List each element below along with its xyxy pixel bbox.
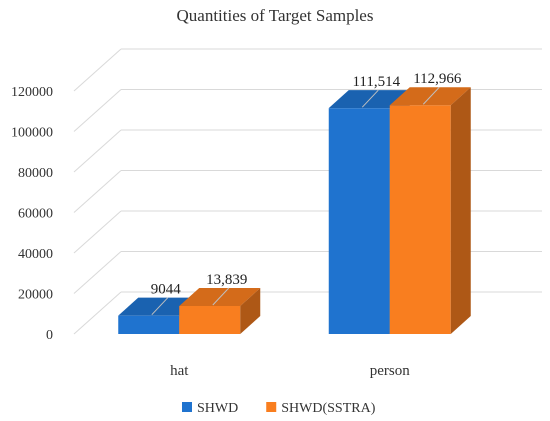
gridline-diagonal	[73, 89, 122, 132]
data-label-leader	[151, 297, 169, 316]
bar-front-face	[179, 305, 241, 334]
bar-front-face	[328, 108, 390, 335]
legend-item: SHWD	[182, 401, 238, 416]
bar-side-face	[240, 287, 261, 334]
legend-label: SHWD	[197, 401, 238, 416]
y-tick-label: 120000	[11, 85, 53, 100]
y-tick-label: 40000	[18, 247, 53, 262]
data-label: 13,839	[206, 272, 247, 288]
data-label: 111,514	[352, 74, 400, 90]
data-label-leader	[422, 86, 440, 105]
data-labels: 9044 13,839 111,514 112,966	[151, 71, 462, 316]
y-tick-label: 0	[46, 328, 53, 343]
gridline-diagonal	[73, 291, 122, 335]
legend-label: SHWD(SSTRA)	[281, 401, 375, 416]
bars	[118, 87, 471, 335]
gridline-diagonal	[73, 48, 122, 92]
gridline-diagonal	[73, 129, 122, 173]
y-axis-ticks: 0 20000 40000 60000 80000 100000 120000	[11, 85, 53, 343]
y-tick-label: 60000	[18, 207, 53, 222]
gridlines	[73, 48, 542, 335]
bar-front-face	[118, 315, 180, 334]
gridline-diagonal	[73, 170, 122, 213]
legend-swatch	[266, 402, 277, 412]
bar-hat-SHWD(SSTRA)	[179, 287, 261, 334]
bar-side-face	[450, 87, 471, 334]
x-tick-label: person	[370, 363, 410, 379]
legend-swatch	[182, 402, 192, 412]
bar-person-SHWD(SSTRA)	[389, 87, 471, 334]
x-axis-categories: hat person	[170, 363, 410, 379]
bar-front-face	[389, 105, 451, 334]
data-label-leader	[361, 89, 379, 108]
x-tick-label: hat	[170, 363, 189, 379]
legend-item: SHWD(SSTRA)	[266, 401, 376, 416]
y-tick-label: 80000	[18, 166, 53, 181]
data-label-leader	[212, 287, 230, 306]
y-tick-label: 100000	[11, 126, 53, 141]
gridline-diagonal	[73, 210, 122, 254]
y-tick-label: 20000	[18, 288, 53, 303]
gridline-diagonal	[73, 251, 122, 294]
chart-title: Quantities of Target Samples	[177, 6, 374, 25]
legend: SHWD SHWD(SSTRA)	[182, 401, 376, 416]
data-label: 112,966	[413, 71, 462, 87]
data-label: 9044	[151, 282, 182, 298]
